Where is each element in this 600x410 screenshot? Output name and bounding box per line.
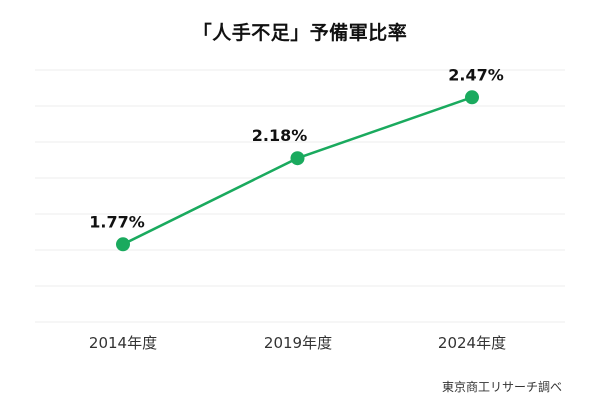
x-axis-label-2019: 2019年度 bbox=[263, 334, 333, 352]
line-series bbox=[121, 96, 474, 246]
source-attribution: 東京商工リサーチ調べ bbox=[441, 380, 562, 394]
data-point-value-label: 2.18% bbox=[252, 126, 308, 145]
data-point bbox=[465, 90, 479, 105]
data-point-value-label: 2.47% bbox=[448, 65, 504, 84]
x-axis-label-2024: 2024年度 bbox=[437, 334, 507, 352]
chart-title: 「人手不足」予備軍比率 bbox=[192, 22, 408, 44]
x-axis-label-2014: 2014年度 bbox=[88, 334, 158, 352]
data-point bbox=[290, 151, 305, 166]
data-point-value-label: 1.77% bbox=[89, 212, 145, 231]
data-point bbox=[116, 237, 130, 252]
